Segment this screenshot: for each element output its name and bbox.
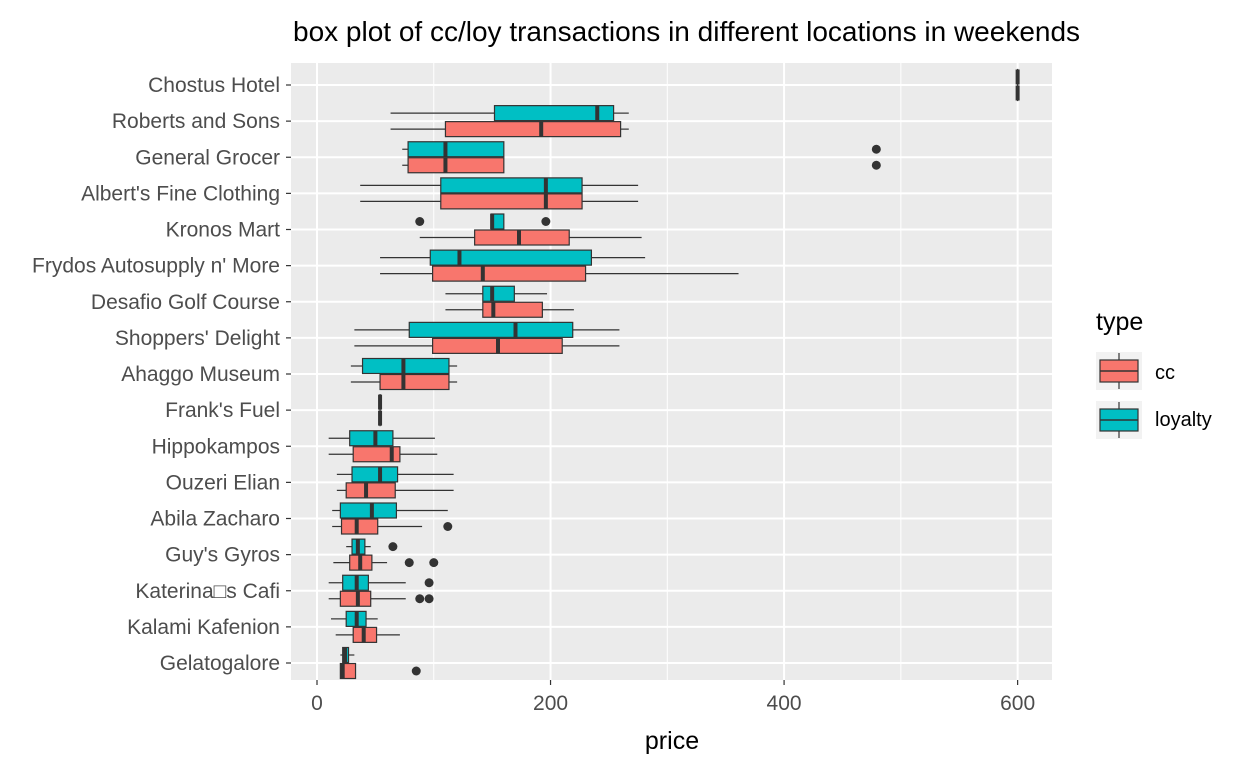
legend-label-loyalty: loyalty [1155, 409, 1212, 431]
box-body [346, 483, 395, 498]
outlier-point [429, 558, 438, 567]
outlier-point [405, 558, 414, 567]
box-body [475, 230, 570, 245]
outlier-point [872, 145, 881, 154]
y-tick-labels: Chostus Hotel Roberts and Sons General Gro… [32, 74, 291, 675]
x-tick-labels: 0 200 400 600 [311, 680, 1035, 715]
box-body [340, 503, 396, 518]
box-body [441, 178, 582, 193]
box-body [433, 266, 586, 281]
y-tick-label: Gelatogalore [160, 652, 280, 675]
y-tick-label: Abila Zacharo [150, 508, 280, 531]
outlier-point [415, 217, 424, 226]
y-tick-label: Roberts and Sons [112, 110, 280, 133]
x-tick-label: 200 [533, 692, 568, 715]
box-body [408, 142, 504, 157]
outlier-point [415, 594, 424, 603]
x-axis-title: price [645, 727, 699, 755]
box-body [430, 250, 591, 265]
x-tick-label: 400 [767, 692, 802, 715]
box-body [350, 431, 393, 446]
box-body [409, 322, 572, 337]
box-ahaggo-museum-loyalty [351, 359, 457, 374]
box-body [483, 286, 515, 301]
y-tick-label: Frank's Fuel [165, 399, 280, 422]
y-tick-label: Ouzeri Elian [166, 471, 280, 494]
outlier-point [412, 667, 421, 676]
outlier-point [388, 542, 397, 551]
y-tick-label: Frydos Autosupply n' More [32, 255, 280, 278]
box-body [352, 467, 398, 482]
chart-title: box plot of cc/loy transactions in diffe… [293, 16, 1080, 47]
y-tick-label: Chostus Hotel [148, 74, 280, 97]
box-body [340, 591, 370, 606]
outlier-point [541, 217, 550, 226]
y-tick-label: Ahaggo Museum [121, 363, 280, 386]
y-tick-label: Kronos Mart [166, 219, 281, 242]
box-body [441, 194, 582, 209]
box-body [363, 359, 449, 374]
box-body [408, 158, 504, 173]
y-tick-label: Katerina□s Cafi [135, 580, 280, 603]
x-tick-label: 0 [311, 692, 323, 715]
legend: type cc loyalty [1093, 296, 1212, 439]
outlier-point [425, 578, 434, 587]
outlier-point [872, 161, 881, 170]
y-tick-label: Kalami Kafenion [127, 616, 280, 639]
y-tick-label: General Grocer [135, 146, 280, 169]
y-tick-label: Albert's Fine Clothing [81, 182, 280, 205]
outlier-point [425, 594, 434, 603]
legend-label-cc: cc [1155, 362, 1175, 384]
legend-title: type [1096, 308, 1143, 336]
y-tick-label: Shoppers' Delight [115, 327, 280, 350]
outlier-point [443, 522, 452, 531]
box-body [342, 519, 378, 534]
box-body [380, 375, 449, 390]
y-tick-label: Hippokampos [152, 435, 280, 458]
y-tick-label: Guy's Gyros [165, 544, 280, 567]
y-tick-label: Desafio Golf Course [91, 291, 280, 314]
box-body [445, 122, 620, 137]
x-tick-label: 600 [1000, 692, 1035, 715]
